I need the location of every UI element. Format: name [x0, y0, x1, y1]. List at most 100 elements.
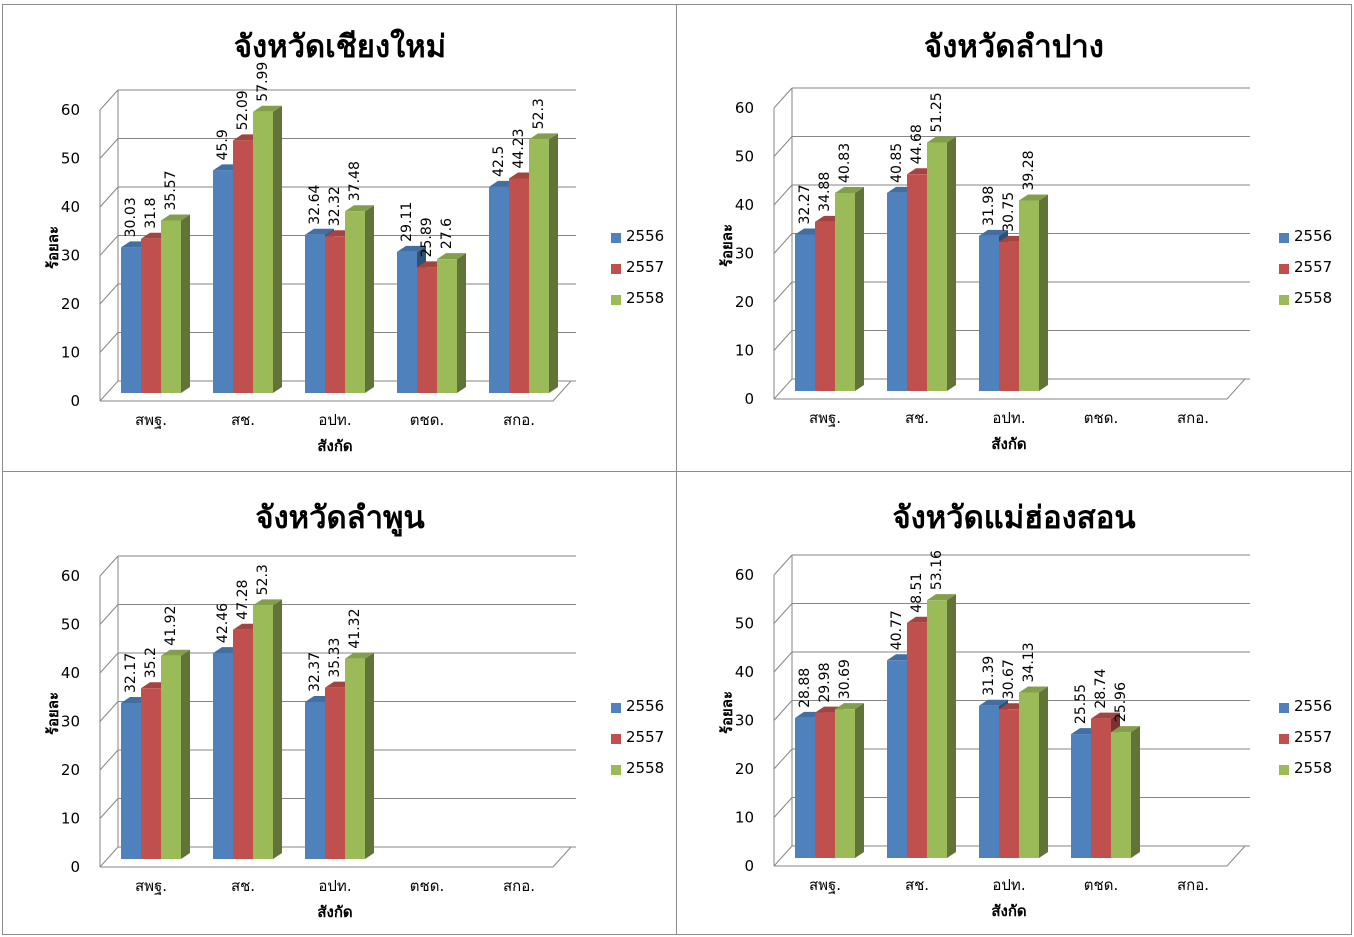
bar-2558: [1019, 194, 1048, 391]
bar-front: [417, 267, 437, 393]
grid-diag: [773, 700, 793, 721]
bar-top: [161, 649, 190, 656]
y-tick-label: 50: [735, 148, 754, 166]
data-label: 31.39: [981, 656, 997, 696]
data-label: 40.85: [889, 143, 905, 183]
y-tick-label: 50: [61, 616, 80, 634]
y-tick-label: 60: [61, 101, 80, 119]
bar-2558: [835, 186, 864, 391]
grid-diag: [773, 797, 793, 818]
bar-front: [815, 221, 835, 391]
grid-diag: [773, 651, 793, 673]
y-axis-title: ร้อยละ: [718, 691, 736, 734]
bar-front: [1111, 732, 1131, 858]
x-axis-title: สังกัด: [991, 435, 1026, 453]
legend-swatch: [1279, 233, 1289, 243]
grid-diag: [99, 186, 119, 208]
data-label: 31.8: [143, 198, 159, 229]
bar-side: [457, 253, 466, 393]
legend-swatch: [611, 765, 621, 775]
grid-diag: [773, 845, 793, 867]
bar-front: [305, 702, 325, 859]
x-tick-label: ตชด.: [1084, 409, 1118, 427]
bar-side: [855, 703, 864, 858]
bar-front: [1019, 200, 1039, 391]
y-tick-label: 20: [61, 761, 80, 779]
bar-front: [233, 140, 253, 393]
data-label: 35.57: [163, 170, 179, 210]
x-tick-label: สช.: [905, 409, 929, 427]
chart-title: จังหวัดลำพูน: [255, 500, 425, 536]
data-label: 42.5: [491, 146, 507, 177]
y-tick-label: 10: [735, 342, 754, 360]
data-label: 35.33: [327, 638, 343, 678]
floor-line: [774, 378, 1246, 400]
floor-line: [100, 846, 572, 868]
x-tick-label: สกอ.: [503, 877, 535, 895]
bar-front: [907, 622, 927, 858]
bar-side: [273, 599, 282, 859]
bar-front: [161, 220, 181, 393]
bar-front: [509, 178, 529, 393]
bar-front: [305, 234, 325, 393]
data-label: 30.69: [837, 659, 853, 699]
bar-2558: [1111, 726, 1140, 858]
x-axis-title: สังกัด: [317, 437, 352, 455]
legend-label: 2558: [626, 289, 665, 307]
chart-panel-lampang: จังหวัดลำปาง 0 10 20 30 40 50 60 สพฐ. สช. อปท. ตชด…: [676, 4, 1352, 473]
bar-side: [365, 652, 374, 859]
bar-top: [1091, 712, 1120, 719]
bar-2558: [161, 649, 190, 859]
data-label: 57.99: [255, 62, 271, 102]
y-axis-title: ร้อยละ: [44, 226, 62, 269]
legend-swatch: [611, 264, 621, 274]
bar-front: [253, 605, 273, 859]
data-label: 40.83: [837, 143, 853, 183]
grid-diag: [773, 184, 793, 206]
y-tick-label: 50: [735, 615, 754, 633]
bar-top: [397, 245, 426, 252]
chart-plot: 0 10 20 30 40 50 60 สพฐ. สช. อปท. ตชด. สกอ. สังกัด ร้…: [718, 550, 1250, 920]
bar-front: [907, 174, 927, 391]
data-label: 32.27: [797, 184, 813, 224]
bar-front: [141, 238, 161, 393]
bar-top: [979, 699, 1008, 706]
bar-top: [1019, 686, 1048, 693]
bar-front: [213, 170, 233, 393]
x-tick-label: สพฐ.: [135, 877, 167, 895]
legend-label: 2557: [626, 728, 665, 746]
legend-swatch: [611, 233, 621, 243]
grid-diag: [773, 281, 793, 303]
legend-swatch: [1279, 765, 1289, 775]
x-tick-label: สกอ.: [503, 411, 535, 429]
bar-side: [181, 214, 190, 393]
bar-side: [1039, 686, 1048, 858]
bar-front: [927, 142, 947, 391]
grid-diag: [773, 603, 793, 624]
bar-front: [325, 236, 345, 393]
x-tick-label: สช.: [231, 877, 255, 895]
data-label: 34.88: [817, 172, 833, 212]
y-tick-label: 0: [70, 858, 80, 876]
bar-2558: [927, 594, 956, 858]
chart-plot: 0 10 20 30 40 50 60 สพฐ. สช. อปท. ตชด. สกอ. สังกัด ร้…: [44, 62, 576, 455]
grid-diag: [99, 138, 119, 159]
bar-top: [437, 253, 466, 260]
data-label: 42.46: [215, 603, 231, 643]
legend-label: 2558: [626, 759, 665, 777]
bar-top: [529, 133, 558, 140]
bar-front: [999, 241, 1019, 391]
data-label: 25.89: [419, 217, 435, 257]
data-label: 34.13: [1021, 642, 1037, 682]
y-tick-label: 30: [61, 247, 80, 265]
bar-side: [855, 186, 864, 391]
bar-front: [437, 259, 457, 393]
legend-label: 2557: [1294, 728, 1333, 746]
bar-front: [1091, 718, 1111, 858]
legend-label: 2556: [626, 697, 665, 715]
data-label: 41.92: [163, 606, 179, 646]
bar-side: [181, 649, 190, 859]
grid-diag: [773, 87, 793, 109]
y-tick-label: 30: [735, 245, 754, 263]
